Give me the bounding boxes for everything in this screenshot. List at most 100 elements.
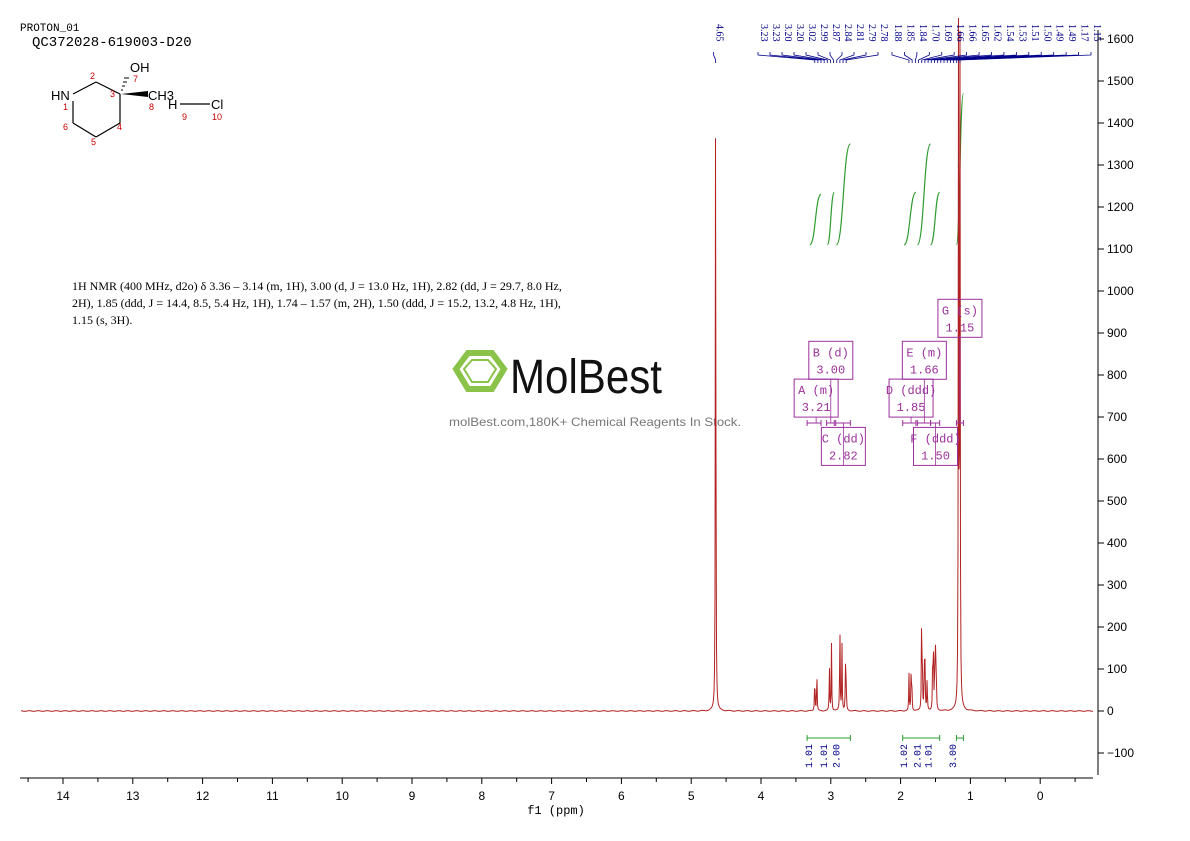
sample-id: QC372028-619003-D20 [32,35,192,51]
atom-h: H [168,97,177,112]
peak-label-leader [817,52,831,63]
integration-curve [835,143,851,246]
nmr-description-line-2: 2H), 1.85 (ddd, J = 14.4, 8.5, 5.4 Hz, 1… [72,296,561,310]
peak-label-leader [914,52,918,63]
multiplet-letter: D (ddd) [886,384,936,398]
integration-curve [826,191,835,246]
atom-number-4: 4 [117,122,122,132]
chemical-structure: HN OH CH3 H Cl 1 2 3 4 5 6 7 8 9 10 [51,60,223,147]
peak-label-leader [839,52,855,63]
multiplet-letter: G (s) [942,304,978,318]
multiplet-shift: 3.21 [802,401,831,415]
peak-label: 3.20 [794,24,805,42]
hashed-bond-oh [121,77,129,91]
x-tick-label: 10 [336,789,350,803]
peak-label: 2.87 [830,24,841,42]
y-tick-label: 500 [1107,494,1127,508]
multiplet-letter: B (d) [813,346,849,360]
x-tick-label: 6 [618,789,625,803]
x-tick-label: 2 [897,789,904,803]
integral-value: 1.01 [820,744,831,768]
y-tick-label: 900 [1107,326,1127,340]
peak-label-leader [927,52,968,63]
peak-label-leader [842,52,867,63]
peak-label: 1.15 [1091,24,1102,42]
integral-value: 2.01 [913,744,924,768]
peak-label: 1.84 [917,24,928,42]
peak-label-leader [943,52,1030,63]
atom-number-3: 3 [110,89,115,99]
peak-label-leader [940,52,1017,63]
y-tick-label: −100 [1107,746,1134,760]
atom-number-7: 7 [133,74,138,84]
y-tick-label: 1400 [1107,116,1134,130]
atom-number-6: 6 [63,122,68,132]
y-axis-ticks: 1600150014001300120011001000900800700600… [1098,32,1134,760]
peak-label: 1.17 [1079,24,1090,42]
x-tick-label: 8 [478,789,485,803]
atom-ch3: CH3 [148,88,174,103]
peak-label: 1.50 [1041,24,1052,42]
multiplet-annotations: A (m)3.21B (d)3.00C (dd)2.82D (ddd)1.85E… [793,298,983,466]
multiplet-shift: 3.00 [816,363,845,377]
peak-label-leader [793,52,825,63]
atom-number-10: 10 [212,112,222,122]
multiplet-shift: 1.66 [910,363,939,377]
integration-curve [903,191,917,246]
peak-label: 1.53 [1016,24,1027,42]
x-tick-label: 13 [126,789,140,803]
peak-label: 2.84 [842,24,853,42]
peak-label: 1.85 [904,24,915,42]
atom-number-2: 2 [90,71,95,81]
peak-label: 1.54 [1004,24,1015,42]
atom-oh: OH [130,60,150,75]
y-tick-label: 400 [1107,536,1127,550]
peak-label-leader [921,52,943,63]
atom-number-8: 8 [149,102,154,112]
peak-label: 1.51 [1029,24,1040,42]
spectrum-line [20,17,1093,712]
atom-cl: Cl [211,97,223,112]
peak-label: 1.66 [954,24,965,42]
x-axis-ticks: 14 13 12 11 10 9 8 7 6 5 4 3 2 1 0 [27,778,1076,803]
integral-values: 1.01 1.01 2.00 1.02 2.01 1.01 3.00 [805,735,964,768]
nmr-description: 1H NMR (400 MHz, d2o) δ 3.36 – 3.14 (m, … [72,279,562,327]
peak-labels: 4.65 3.23 3.23 3.20 3.20 3.02 2.99 2.87 2.84 2.81… [713,24,1102,63]
wedge-bond-ch3 [121,91,148,97]
peak-label-leader [713,52,717,63]
peak-label-leader [891,52,910,63]
x-tick-label: 7 [548,789,555,803]
peak-label: 3.23 [758,24,769,42]
peak-label: 1.88 [892,24,903,42]
hexagon-logo-icon [452,350,508,392]
peak-label: 2.81 [854,24,865,42]
x-tick-label: 3 [827,789,834,803]
y-tick-label: 1200 [1107,200,1134,214]
x-tick-label: 9 [409,789,416,803]
peak-label: 1.62 [992,24,1003,42]
peak-label: 2.78 [878,24,889,42]
peak-label-leader [836,52,843,63]
y-tick-label: 1100 [1107,242,1133,256]
y-tick-label: 300 [1107,578,1127,592]
multiplet-shift: 1.85 [897,401,926,415]
molbest-watermark: MolBest molBest.com,180K+ Chemical Reage… [449,350,741,429]
y-tick-label: 1600 [1107,32,1134,46]
peak-label: 3.02 [806,24,817,42]
multiplet-letter: A (m) [798,384,834,398]
atom-numbers: 1 2 3 4 5 6 7 8 9 10 [63,71,222,147]
peak-label-leader [781,52,822,63]
integration-curves [809,93,965,246]
multiplet-letter: E (m) [906,346,942,360]
x-tick-label: 5 [688,789,695,803]
peak-label: 1.65 [979,24,990,42]
atom-number-1: 1 [63,102,68,112]
integral-value: 1.02 [900,744,911,768]
peak-label: 3.20 [782,24,793,42]
integral-value: 3.00 [949,744,960,768]
peak-label-leader [769,52,819,63]
peak-label-leader [937,52,1005,63]
peak-label-leader [845,52,879,63]
peak-label-leader [930,52,980,63]
